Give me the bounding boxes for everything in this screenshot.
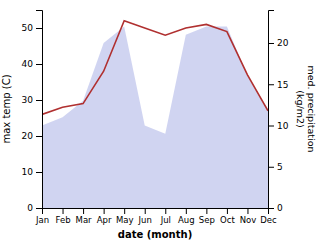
- tick-mark: [268, 126, 274, 127]
- tick: 50: [22, 23, 42, 33]
- tick: Dec: [260, 208, 277, 225]
- y2-axis-title-line: (kg/m2): [295, 90, 306, 127]
- x-axis-title: date (month): [118, 229, 192, 240]
- tick-label: 50: [22, 23, 34, 33]
- tick-mark: [247, 208, 248, 214]
- tick-mark: [36, 100, 42, 101]
- precipitation-area: [42, 27, 268, 209]
- tick-label: 0: [277, 203, 283, 213]
- chart: JanFebMarAprMayJunJulAugSepOctNovDec0102…: [0, 0, 318, 242]
- tick-label: Feb: [56, 215, 71, 225]
- tick-mark: [36, 28, 42, 29]
- tick-mark: [104, 208, 105, 214]
- tick: Feb: [56, 208, 71, 225]
- tick: Jun: [138, 208, 152, 225]
- tick-label: 30: [22, 95, 34, 105]
- y2-axis-title: med. precipitation(kg/m2): [295, 65, 317, 152]
- tick-mark: [63, 208, 64, 214]
- tick-mark: [268, 84, 274, 85]
- axis-line: [36, 11, 43, 209]
- tick-mark: [186, 208, 187, 214]
- tick: Jan: [35, 208, 49, 225]
- tick-label: Sep: [199, 215, 215, 225]
- tick: 30: [22, 95, 42, 105]
- y-axis-title: max temp (C): [1, 74, 12, 143]
- marks: [42, 21, 268, 208]
- tick: 10: [268, 121, 289, 131]
- tick: Mar: [76, 208, 93, 225]
- tick: 5: [268, 162, 283, 172]
- tick-label: May: [116, 215, 134, 225]
- tick: Oct: [220, 208, 235, 225]
- axis-line: [43, 209, 269, 215]
- tick: Sep: [199, 208, 215, 225]
- tick: 20: [268, 38, 289, 48]
- tick-mark: [36, 208, 42, 209]
- tick-label: Nov: [240, 215, 257, 225]
- tick-mark: [36, 136, 42, 137]
- tick-label: Jun: [138, 215, 152, 225]
- tick: Aug: [178, 208, 195, 225]
- tick-mark: [206, 208, 207, 214]
- tick-mark: [83, 208, 84, 214]
- temperature-line: [42, 21, 268, 115]
- tick-mark: [268, 43, 274, 44]
- tick-label: Aug: [178, 215, 195, 225]
- tick-mark: [145, 208, 146, 214]
- tick-mark: [227, 208, 228, 214]
- axis-line: [269, 11, 275, 209]
- tick-mark: [36, 172, 42, 173]
- tick-label: 40: [22, 59, 34, 69]
- tick-label: 5: [277, 162, 283, 172]
- tick-label: 10: [22, 167, 34, 177]
- tick: Nov: [240, 208, 257, 225]
- tick-mark: [268, 167, 274, 168]
- tick-mark: [268, 208, 274, 209]
- tick: 10: [22, 167, 42, 177]
- tick-label: Dec: [260, 215, 277, 225]
- tick-label: 10: [277, 121, 289, 131]
- tick-label: 0: [27, 203, 33, 213]
- tick: May: [116, 208, 134, 225]
- tick: Apr: [97, 208, 112, 225]
- tick-label: Jul: [160, 215, 171, 225]
- tick-label: 20: [277, 38, 289, 48]
- tick: 15: [268, 80, 288, 90]
- tick-mark: [36, 64, 42, 65]
- y-axis: 0 10 20 30 40 50: [22, 11, 43, 214]
- tick: 40: [22, 59, 42, 69]
- tick: 0: [268, 203, 283, 213]
- tick: 20: [22, 131, 42, 141]
- tick-label: Oct: [220, 215, 235, 225]
- plot-area: JanFebMarAprMayJunJulAugSepOctNovDec0102…: [1, 11, 317, 241]
- tick-mark: [165, 208, 166, 214]
- tick: 0: [27, 203, 42, 213]
- tick-label: 15: [277, 80, 288, 90]
- y2-axis-title-line: med. precipitation: [306, 65, 317, 152]
- tick-label: 20: [22, 131, 34, 141]
- y2-axis: 0 5 10 15 20: [268, 11, 289, 214]
- tick-label: Apr: [97, 215, 112, 225]
- tick-label: Jan: [35, 215, 49, 225]
- tick-mark: [124, 208, 125, 214]
- x-axis: Jan Feb Mar Apr May Jun Jul Aug Sep Oct NovDec: [35, 208, 277, 225]
- tick-label: Mar: [76, 215, 93, 225]
- tick: Jul: [160, 208, 171, 225]
